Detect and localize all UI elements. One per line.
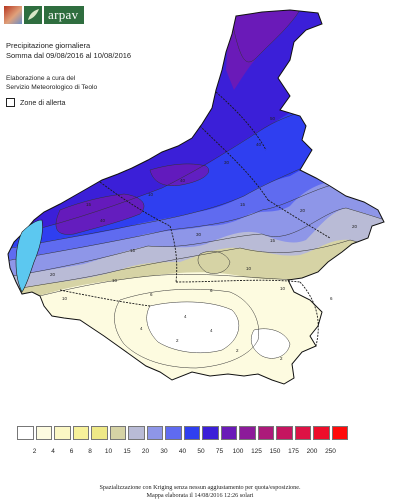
contour-label: 4: [140, 326, 143, 331]
scale-color-cell: [202, 426, 219, 440]
scale-color-cell: [257, 426, 274, 440]
contour-label: 30: [196, 232, 202, 237]
contour-label: 20: [352, 224, 358, 229]
precipitation-color-scale: [17, 426, 350, 440]
scale-tick-label: 30: [160, 448, 168, 455]
scale-tick-label: 150: [269, 448, 281, 455]
scale-color-cell: [220, 426, 237, 440]
scale-color-cell: [146, 426, 163, 440]
scale-color-cell: [91, 426, 108, 440]
brand-name: arpav: [44, 6, 85, 24]
contour-label: 2: [236, 348, 239, 353]
footer-line-2: Mappa elaborata il 14/08/2016 12:26 sola…: [146, 491, 254, 499]
contour-label: 6: [330, 296, 333, 301]
contour-label: 20: [50, 272, 56, 277]
scale-tick-label: 10: [104, 448, 113, 455]
map-footer: Spazializzazione con Kriging senza nessu…: [0, 484, 400, 499]
scale-tick-label: 175: [288, 448, 299, 455]
scale-color-cell: [331, 426, 348, 440]
precipitation-scale-ticks: 2 4 6 8 10 15 20 30 40 50 75 100 125 150 175 200 250: [17, 448, 387, 458]
agency-line-1: Elaborazione a cura del: [6, 75, 76, 82]
contour-label: 10: [280, 286, 286, 291]
alert-zone-boundaries: [59, 91, 331, 347]
scale-color-cell: [183, 426, 200, 440]
alert-zones-legend: Zone di allerta: [6, 98, 66, 107]
scale-color-cell: [313, 426, 330, 440]
contour-label: 10: [148, 192, 154, 197]
contour-label: 15: [270, 238, 276, 243]
contour-label: 30: [224, 160, 230, 165]
scale-tick-label: 2: [32, 448, 37, 455]
contour-label: 10: [112, 278, 118, 283]
scale-color-cell: [165, 426, 182, 440]
title-line-1: Precipitazione giornaliera: [6, 41, 91, 50]
lake-garda: [15, 219, 43, 293]
scale-tick-label: 50: [197, 448, 205, 455]
scale-tick-label: 40: [178, 448, 187, 455]
scale-tick-label: 8: [88, 448, 92, 455]
contour-label: 20: [300, 208, 306, 213]
scale-color-cell: [72, 426, 89, 440]
contour-label: 2: [280, 356, 283, 361]
contour-label: 50: [270, 116, 276, 121]
contour-label: 15: [86, 202, 92, 207]
scale-tick-label: 100: [232, 448, 244, 455]
scale-tick-label: 20: [141, 448, 150, 455]
contour-label: 40: [180, 178, 186, 183]
contour-label: 10: [62, 296, 68, 301]
scale-color-cell: [35, 426, 52, 440]
scale-color-cell: [54, 426, 71, 440]
alert-zone-swatch: [6, 98, 15, 107]
scale-tick-label: 4: [51, 448, 55, 455]
contour-label: 40: [100, 218, 106, 223]
contour-label: 4: [184, 314, 187, 319]
scale-tick-label: 75: [215, 448, 224, 455]
agency-credit: Elaborazione a cura del Servizio Meteoro…: [6, 74, 97, 92]
scale-tick-label: 15: [123, 448, 131, 455]
scale-color-cell: [128, 426, 145, 440]
scale-color-cell: [276, 426, 293, 440]
contour-label: 6: [210, 288, 213, 293]
contour-label: 15: [240, 202, 246, 207]
footer-line-1: Spazializzazione con Kriging senza nessu…: [99, 484, 301, 491]
scale-tick-label: 6: [69, 448, 74, 455]
arpav-logo: arpav: [4, 5, 85, 25]
logo-emblem-icon: [4, 6, 22, 24]
scale-color-cell: [239, 426, 256, 440]
contour-label: 2: [176, 338, 179, 343]
scale-tick-label: 250: [325, 448, 336, 455]
scale-color-cell: [109, 426, 126, 440]
scale-color-cell: [294, 426, 311, 440]
logo-leaf-icon: [24, 6, 42, 24]
alert-zones-label: Zone di allerta: [20, 98, 66, 107]
contour-label: 6: [150, 292, 153, 297]
contour-label: 4: [210, 328, 213, 333]
contour-label: 15: [130, 248, 136, 253]
region-boundary: [7, 9, 385, 385]
title-line-2: Somma dal 09/08/2016 al 10/08/2016: [6, 51, 132, 60]
contour-label-group: 15 10 4 40 20 10 6 4 2 40 15 15 20 6 2 1…: [50, 116, 358, 361]
scale-tick-label: 200: [306, 448, 318, 455]
map-title: Precipitazione giornaliera Somma dal 09/…: [6, 41, 131, 61]
contour-label: 10: [246, 266, 252, 271]
contour-label: 40: [256, 142, 262, 147]
scale-tick-label: 125: [251, 448, 262, 455]
agency-line-2: Servizio Meteorologico di Teolo: [6, 84, 98, 91]
scale-color-cell: [17, 426, 34, 440]
